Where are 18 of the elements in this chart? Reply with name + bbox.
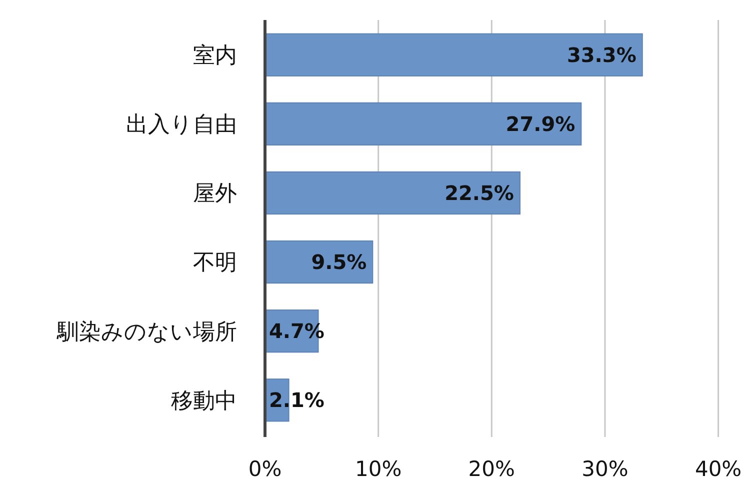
x-tick-label: 10% [354,457,402,481]
x-tick-label: 0% [248,457,282,481]
bar [264,171,520,215]
y-tick-label: 出入り自由 [126,112,237,138]
x-tick-label: 40% [694,457,742,481]
data-label: 22.5% [444,180,514,205]
y-tick-label: 屋外 [193,182,237,207]
bar [264,33,643,76]
y-tick-label: 室内 [193,44,237,69]
y-tick-label: 不明 [193,250,237,276]
x-tick-label: 30% [582,457,628,481]
data-label: 33.3% [566,42,636,67]
y-tick-label: 馴染みのない場所 [56,320,237,345]
y-tick-label: 移動中 [171,388,237,414]
bar [264,102,582,146]
data-label: 9.5% [311,250,367,274]
x-tick-label: 20% [468,457,515,481]
data-label: 27.9% [506,112,576,136]
